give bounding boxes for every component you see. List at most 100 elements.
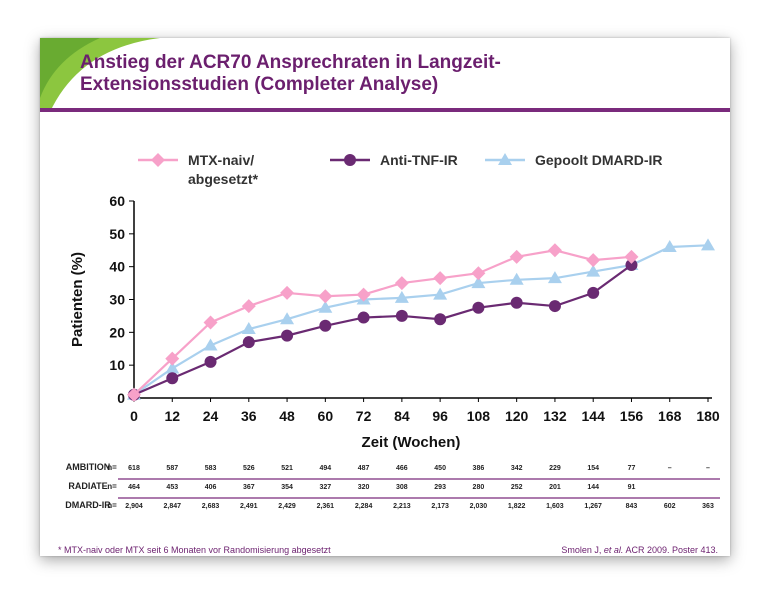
table-cell: 526 xyxy=(243,465,255,472)
legend: MTX-naiv/abgesetzt* Anti-TNF-IR Gepoolt DM… xyxy=(138,152,663,187)
data-point xyxy=(624,249,639,264)
legend-marker xyxy=(344,154,356,166)
data-point xyxy=(547,271,562,284)
data-point xyxy=(319,319,332,332)
data-point xyxy=(471,276,486,289)
y-tick-label: 10 xyxy=(109,357,125,373)
table-cell: 280 xyxy=(473,484,485,491)
series-line xyxy=(133,244,709,396)
data-point xyxy=(281,329,294,342)
legend-label: MTX-naiv/ xyxy=(188,152,254,168)
data-point xyxy=(547,243,562,258)
table-cell: 363 xyxy=(702,503,714,510)
table-cell: 229 xyxy=(549,465,561,472)
data-point xyxy=(241,299,256,314)
table-cell: 521 xyxy=(281,465,293,472)
x-tick-label: 168 xyxy=(658,408,682,424)
y-tick-label: 20 xyxy=(109,324,125,340)
table-cell: 144 xyxy=(587,484,599,491)
row-n-label: n= xyxy=(107,482,117,491)
data-point xyxy=(318,289,333,304)
x-tick-label: 60 xyxy=(318,408,334,424)
table-cell: 2,213 xyxy=(393,503,411,510)
header-decoration xyxy=(40,38,160,112)
x-tick-label: 96 xyxy=(432,408,448,424)
table-cell: 293 xyxy=(434,484,446,491)
slide: Anstieg der ACR70 Ansprechraten in Langz… xyxy=(40,38,730,556)
table-cell: 320 xyxy=(358,484,370,491)
data-point xyxy=(434,313,447,326)
data-point xyxy=(701,238,715,251)
table-cell: 342 xyxy=(511,465,523,472)
table-cell: – xyxy=(668,465,672,472)
legend-label: abgesetzt* xyxy=(188,171,259,187)
table-cell: 2,284 xyxy=(355,503,373,510)
data-point xyxy=(357,311,370,324)
slide-title: Anstieg der ACR70 Ansprechraten in Langz… xyxy=(80,52,501,95)
y-tick-label: 60 xyxy=(109,193,125,209)
table-cell: 327 xyxy=(319,484,331,491)
y-tick-label: 0 xyxy=(117,390,125,406)
axes: 0 10 20 30 40 50 60 0 12 24 36 48 60 72 84 96 108 120 132 1… xyxy=(69,193,720,451)
x-tick-label: 24 xyxy=(203,408,219,424)
table-cell: 453 xyxy=(166,484,178,491)
table-cell: 1,822 xyxy=(508,503,526,510)
data-point xyxy=(166,372,179,385)
data-point xyxy=(586,253,601,268)
data-point xyxy=(203,315,218,330)
table-cell: 91 xyxy=(628,484,636,491)
table-cell: 2,904 xyxy=(125,503,143,510)
table-cell: 154 xyxy=(587,465,599,472)
data-point xyxy=(509,272,524,285)
data-point xyxy=(625,259,638,272)
x-axis-label: Zeit (Wochen) xyxy=(362,434,461,451)
data-point xyxy=(242,336,255,349)
x-tick-label: 84 xyxy=(394,408,410,424)
table-cell: 2,683 xyxy=(202,503,220,510)
table-cell: 466 xyxy=(396,465,408,472)
x-tick-label: 120 xyxy=(505,408,529,424)
series-circle xyxy=(128,259,638,401)
x-tick-label: 12 xyxy=(164,408,180,424)
table-cell: – xyxy=(706,465,710,472)
table-cell: 587 xyxy=(166,465,178,472)
x-tick-label: 132 xyxy=(543,408,567,424)
table-cell: 386 xyxy=(473,465,485,472)
table-cell: 308 xyxy=(396,484,408,491)
series-layer xyxy=(127,238,715,402)
data-point xyxy=(394,276,409,291)
series-line xyxy=(133,249,632,396)
table-cell: 494 xyxy=(319,465,331,472)
data-point xyxy=(662,239,677,252)
legend-item: Gepoolt DMARD-IR xyxy=(485,152,663,168)
data-point xyxy=(165,361,180,374)
citation-author: Smolen J, xyxy=(561,545,604,555)
acr70-chart: MTX-naiv/abgesetzt* Anti-TNF-IR Gepoolt DM… xyxy=(65,152,720,510)
y-tick-label: 40 xyxy=(109,259,125,275)
x-tick-label: 180 xyxy=(696,408,720,424)
title-rule xyxy=(40,108,730,112)
header-band: Anstieg der ACR70 Ansprechraten in Langz… xyxy=(40,38,730,112)
data-point xyxy=(280,285,295,300)
y-tick-label: 30 xyxy=(109,292,125,308)
table-cell: 367 xyxy=(243,484,255,491)
row-label: RADIATE xyxy=(68,481,107,491)
table-cell: 406 xyxy=(205,484,217,491)
legend-marker xyxy=(498,153,512,165)
series-diamond xyxy=(127,243,639,402)
data-point xyxy=(472,301,485,314)
data-point xyxy=(586,264,601,277)
data-point xyxy=(509,249,524,264)
table-cell: 2,429 xyxy=(278,503,296,510)
table-cell: 487 xyxy=(358,465,370,472)
row-label: AMBITION xyxy=(66,462,111,472)
table-cell: 2,173 xyxy=(431,503,449,510)
data-point xyxy=(394,290,409,303)
data-point xyxy=(318,300,333,313)
data-point xyxy=(587,286,600,299)
citation-rest: ACR 2009. Poster 413. xyxy=(623,545,718,555)
x-tick-label: 36 xyxy=(241,408,257,424)
x-tick-label: 0 xyxy=(130,408,138,424)
table-cell: 77 xyxy=(628,465,636,472)
